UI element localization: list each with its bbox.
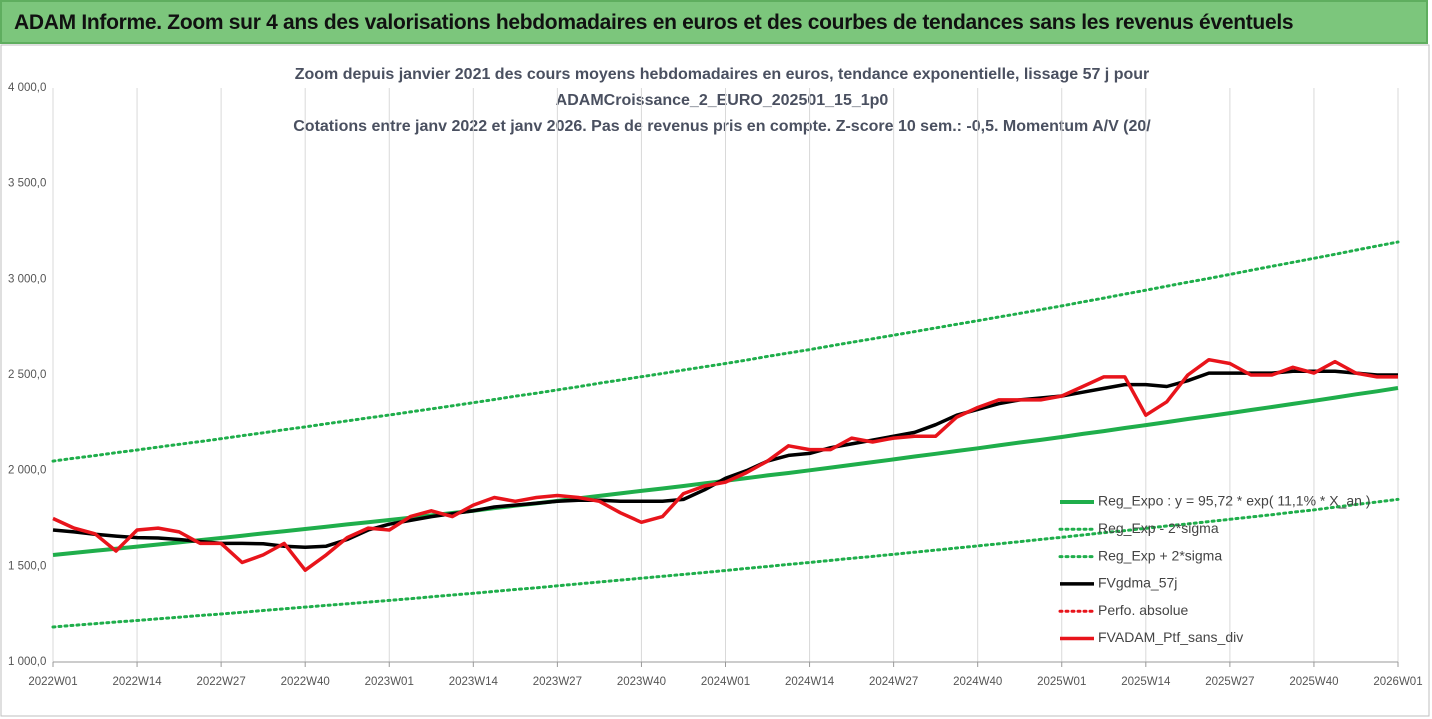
y-tick-label: 4 000,0 <box>8 82 46 94</box>
y-tick-label: 2 500,0 <box>8 369 46 381</box>
chart-title: ADAMCroissance_2_EURO_202501_15_1p0 <box>556 92 889 109</box>
legend-label: FVADAM_Ptf_sans_div <box>1098 629 1243 645</box>
x-tick-label: 2026W01 <box>1373 676 1422 688</box>
series-line <box>51 497 1400 629</box>
series-line <box>52 357 1398 572</box>
x-tick-label: 2024W14 <box>785 676 835 688</box>
x-tick-label: 2025W40 <box>1289 676 1338 688</box>
x-tick-label: 2024W01 <box>701 676 750 688</box>
legend-label: Reg_Exp - 2*sigma <box>1098 520 1219 536</box>
x-tick-label: 2022W14 <box>112 676 162 688</box>
x-tick-label: 2024W40 <box>953 676 1002 688</box>
x-tick-label: 2022W40 <box>281 676 330 688</box>
legend-label: Perfo. absolue <box>1098 602 1188 618</box>
y-tick-label: 1 000,0 <box>8 656 46 668</box>
chart-title: Cotations entre janv 2022 et janv 2026. … <box>293 118 1151 135</box>
legend-label: Reg_Expo : y = 95,72 * exp( 11,1% * X_an… <box>1098 493 1371 509</box>
x-tick-label: 2023W40 <box>617 676 666 688</box>
legend-label: FVgdma_57j <box>1098 575 1177 591</box>
chart: Zoom depuis janvier 2021 des cours moyen… <box>0 44 1430 717</box>
y-tick-label: 1 500,0 <box>8 560 46 572</box>
chart-title: Zoom depuis janvier 2021 des cours moyen… <box>295 66 1150 83</box>
series-line <box>51 240 1400 463</box>
x-tick-label: 2024W27 <box>869 676 918 688</box>
x-tick-label: 2025W27 <box>1205 676 1254 688</box>
y-tick-label: 3 500,0 <box>8 178 46 190</box>
y-tick-label: 3 000,0 <box>8 273 46 285</box>
x-tick-label: 2023W14 <box>449 676 499 688</box>
x-tick-label: 2023W27 <box>533 676 582 688</box>
header-title: ADAM Informe. Zoom sur 4 ans des valoris… <box>14 11 1294 34</box>
x-tick-label: 2025W14 <box>1121 676 1171 688</box>
legend-label: Reg_Exp + 2*sigma <box>1098 547 1222 563</box>
x-tick-label: 2022W01 <box>28 676 77 688</box>
x-tick-label: 2022W27 <box>197 676 246 688</box>
header-bar: ADAM Informe. Zoom sur 4 ans des valoris… <box>0 0 1428 44</box>
y-tick-label: 2 000,0 <box>8 465 46 477</box>
x-tick-label: 2023W01 <box>365 676 414 688</box>
x-tick-label: 2025W01 <box>1037 676 1086 688</box>
